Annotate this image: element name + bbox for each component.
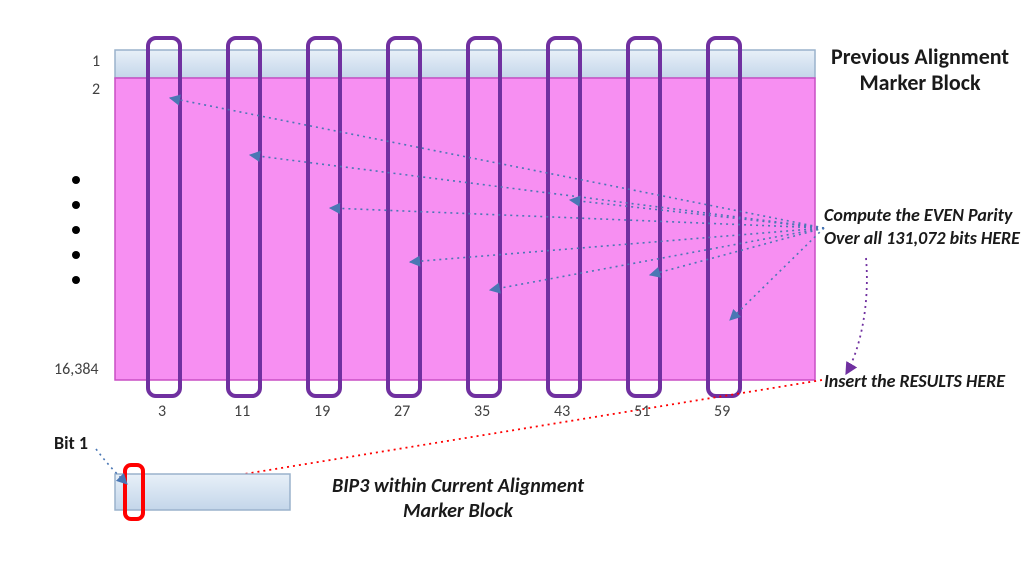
compute-arrows [170, 98, 824, 320]
parity-col-51 [628, 38, 660, 396]
prev-alignment-line2: Marker Block [820, 70, 1020, 96]
prev-alignment-label: Previous Alignment Marker Block [820, 44, 1020, 97]
bit-label-59: 59 [714, 402, 730, 421]
parity-col-19 [308, 38, 340, 396]
compute-parity-label: Compute the EVEN Parity Over all 131,072… [824, 204, 1024, 249]
row-label-1: 1 [92, 52, 100, 71]
bit-label-35: 35 [474, 402, 490, 421]
bit-label-27: 27 [394, 402, 410, 421]
bit-label-19: 19 [314, 402, 330, 421]
parity-col-11 [228, 38, 260, 396]
bit1-arrow [96, 449, 127, 484]
parity-col-35 [468, 38, 500, 396]
bip3-line2: Marker Block [298, 499, 618, 524]
bip3-bit-box [125, 465, 143, 519]
bip3-label: BIP3 within Current Alignment Marker Blo… [298, 474, 618, 524]
parity-col-43 [548, 38, 580, 396]
row-ellipsis [72, 176, 80, 284]
insert-arrow [846, 258, 867, 374]
parity-column-group [148, 38, 740, 396]
current-alignment-block [115, 474, 290, 510]
bip3-line1: BIP3 within Current Alignment [298, 474, 618, 499]
parity-col-27 [388, 38, 420, 396]
diagram-canvas: { "layout": { "main_block": { "x": 115, … [0, 0, 1024, 576]
prev-alignment-line1: Previous Alignment [820, 44, 1020, 70]
bit-label-3: 3 [158, 402, 166, 421]
data-block [115, 78, 815, 380]
row-label-2: 2 [92, 80, 100, 99]
parity-col-3 [148, 38, 180, 396]
row-label-last: 16,384 [54, 360, 99, 379]
compute-line1: Compute the EVEN Parity [824, 204, 1024, 227]
insert-results-label: Insert the RESULTS HERE [824, 370, 1005, 392]
parity-col-59 [708, 38, 740, 396]
bit-label-43: 43 [554, 402, 570, 421]
compute-line2: Over all 131,072 bits HERE [824, 227, 1024, 250]
bit1-label: Bit 1 [54, 432, 88, 454]
bit-label-51: 51 [634, 402, 650, 421]
bit-label-11: 11 [234, 402, 250, 421]
prev-alignment-block [115, 50, 815, 78]
